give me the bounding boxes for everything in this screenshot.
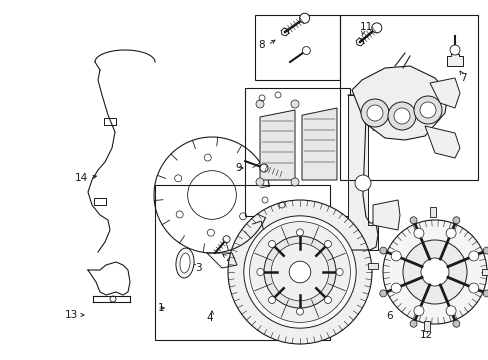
- Circle shape: [227, 200, 371, 344]
- Circle shape: [390, 283, 400, 293]
- Polygon shape: [347, 95, 377, 250]
- Polygon shape: [260, 110, 294, 180]
- Bar: [429, 207, 435, 217]
- Text: 13: 13: [65, 310, 78, 320]
- Circle shape: [445, 306, 455, 316]
- Ellipse shape: [176, 248, 194, 278]
- Circle shape: [379, 247, 386, 254]
- Bar: [155, 185, 329, 340]
- Text: 7: 7: [459, 73, 466, 83]
- Polygon shape: [424, 126, 459, 158]
- Circle shape: [268, 240, 275, 247]
- Bar: [244, 88, 349, 216]
- Circle shape: [260, 164, 267, 172]
- Text: 5: 5: [269, 163, 276, 173]
- Polygon shape: [372, 200, 399, 230]
- Bar: [367, 263, 377, 269]
- Circle shape: [445, 228, 455, 238]
- Circle shape: [482, 290, 488, 297]
- Circle shape: [256, 100, 264, 108]
- Text: 12: 12: [419, 330, 432, 340]
- Circle shape: [268, 297, 275, 303]
- Circle shape: [468, 251, 478, 261]
- Circle shape: [335, 269, 343, 275]
- Text: 2: 2: [224, 253, 231, 263]
- Circle shape: [409, 320, 416, 327]
- Circle shape: [264, 236, 335, 308]
- Text: 10: 10: [321, 220, 334, 230]
- Text: 8: 8: [258, 40, 264, 50]
- Circle shape: [324, 297, 331, 303]
- Circle shape: [249, 222, 350, 323]
- Polygon shape: [351, 66, 447, 140]
- Text: 1: 1: [158, 303, 164, 313]
- Circle shape: [290, 100, 298, 108]
- Circle shape: [290, 178, 298, 186]
- Bar: [339, 15, 477, 180]
- Bar: [481, 269, 488, 275]
- Text: 3: 3: [195, 263, 201, 273]
- Circle shape: [366, 105, 382, 121]
- Circle shape: [371, 23, 381, 33]
- Circle shape: [413, 96, 441, 124]
- Circle shape: [387, 102, 415, 130]
- Circle shape: [413, 228, 423, 238]
- Circle shape: [296, 308, 303, 315]
- Circle shape: [449, 45, 459, 55]
- Circle shape: [452, 217, 459, 224]
- Bar: [254, 15, 339, 80]
- Ellipse shape: [180, 253, 190, 273]
- Polygon shape: [302, 108, 336, 180]
- Circle shape: [419, 102, 435, 118]
- Circle shape: [452, 320, 459, 327]
- Circle shape: [420, 258, 448, 286]
- Bar: [423, 321, 429, 331]
- Text: 11: 11: [359, 22, 372, 32]
- Bar: [104, 118, 116, 125]
- Circle shape: [324, 240, 331, 247]
- Circle shape: [402, 240, 466, 304]
- Text: 6: 6: [386, 311, 392, 321]
- Polygon shape: [446, 54, 462, 66]
- Circle shape: [288, 261, 310, 283]
- Circle shape: [354, 175, 370, 191]
- Circle shape: [271, 243, 328, 301]
- Circle shape: [256, 269, 264, 275]
- Circle shape: [390, 251, 400, 261]
- Circle shape: [302, 46, 310, 54]
- Text: 14: 14: [75, 173, 88, 183]
- Text: 9: 9: [235, 163, 241, 173]
- Text: 4: 4: [206, 313, 213, 323]
- Circle shape: [393, 108, 409, 124]
- Polygon shape: [429, 78, 459, 108]
- Circle shape: [413, 306, 423, 316]
- Circle shape: [256, 178, 264, 186]
- Circle shape: [379, 290, 386, 297]
- Circle shape: [482, 247, 488, 254]
- Polygon shape: [372, 105, 399, 135]
- Circle shape: [296, 229, 303, 236]
- Circle shape: [360, 99, 388, 127]
- Circle shape: [223, 236, 229, 243]
- Bar: [94, 198, 106, 205]
- Circle shape: [409, 217, 416, 224]
- Circle shape: [299, 13, 309, 23]
- Circle shape: [468, 283, 478, 293]
- Circle shape: [382, 220, 486, 324]
- Circle shape: [244, 216, 355, 328]
